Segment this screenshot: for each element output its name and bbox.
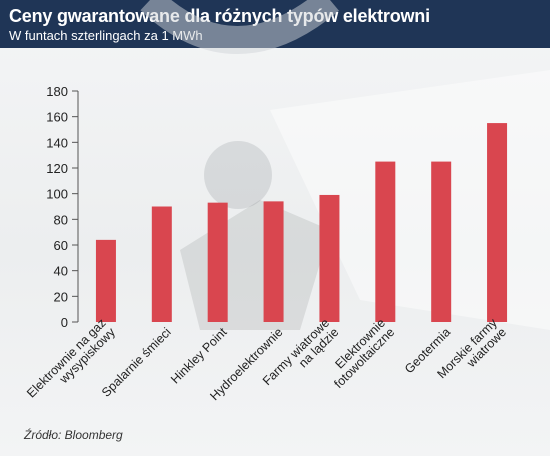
y-tick-label: 180 [46,84,68,99]
bar [431,161,452,322]
bar [375,161,396,322]
y-tick-label: 160 [46,110,68,125]
chart-subtitle: W funtach szterlingach za 1 MWh [9,28,203,43]
bar [95,239,116,322]
bar [487,123,508,322]
bars [95,123,508,322]
y-axis: 0 20 40 60 80 100 120 140 160 180 [46,84,79,330]
y-tick-label: 40 [54,264,68,279]
bar [263,201,284,322]
y-tick-label: 0 [61,315,68,330]
y-tick-label: 140 [46,135,68,150]
bar [207,202,228,322]
y-tick-label: 60 [54,238,68,253]
bar [319,194,340,322]
y-tick-label: 120 [46,161,68,176]
y-tick-label: 100 [46,187,68,202]
y-tick-label: 20 [54,289,68,304]
bar [151,206,172,322]
x-tick-label: Hinkley Point [168,325,230,387]
y-tick-label: 80 [54,212,68,227]
source-note: Źródło: Bloomberg [24,428,123,442]
x-tick-label-line: Hinkley Point [168,325,230,387]
